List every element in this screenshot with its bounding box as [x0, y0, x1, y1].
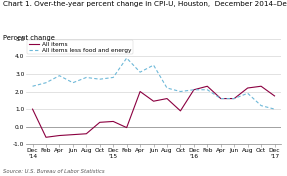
All items less food and energy [125, 57, 128, 59]
All items [44, 136, 48, 138]
All items [111, 120, 115, 122]
All items less food and energy [152, 64, 155, 66]
All items less food and energy [138, 71, 142, 73]
All items [259, 85, 263, 87]
Text: Chart 1. Over-the-year percent change in CPI-U, Houston,  December 2014–December: Chart 1. Over-the-year percent change in… [3, 1, 287, 7]
All items [246, 87, 249, 89]
All items less food and energy [98, 78, 102, 80]
All items [85, 133, 88, 135]
All items [58, 134, 61, 137]
All items [205, 85, 209, 87]
All items less food and energy [205, 89, 209, 91]
All items [152, 100, 155, 102]
Legend: All items, All items less food and energy: All items, All items less food and energ… [27, 40, 133, 54]
All items less food and energy [192, 89, 196, 91]
Line: All items: All items [32, 86, 275, 137]
All items less food and energy [58, 75, 61, 77]
All items less food and energy [219, 98, 222, 100]
Line: All items less food and energy: All items less food and energy [32, 58, 275, 109]
All items [165, 98, 169, 100]
All items [98, 121, 102, 123]
All items [232, 98, 236, 100]
All items less food and energy [259, 105, 263, 107]
All items less food and energy [273, 108, 276, 110]
All items [192, 89, 196, 91]
All items [31, 108, 34, 110]
Text: Source: U.S. Bureau of Labor Statistics: Source: U.S. Bureau of Labor Statistics [3, 169, 104, 174]
Text: Percent change: Percent change [3, 35, 55, 41]
All items less food and energy [31, 85, 34, 87]
All items less food and energy [71, 82, 75, 84]
All items less food and energy [85, 76, 88, 78]
All items less food and energy [246, 92, 249, 94]
All items less food and energy [165, 87, 169, 89]
All items less food and energy [179, 90, 182, 93]
All items [125, 127, 128, 129]
All items [138, 90, 142, 93]
All items less food and energy [232, 98, 236, 100]
All items [71, 134, 75, 136]
All items [179, 110, 182, 112]
All items less food and energy [111, 76, 115, 78]
All items less food and energy [44, 82, 48, 84]
All items [273, 95, 276, 97]
All items [219, 98, 222, 100]
